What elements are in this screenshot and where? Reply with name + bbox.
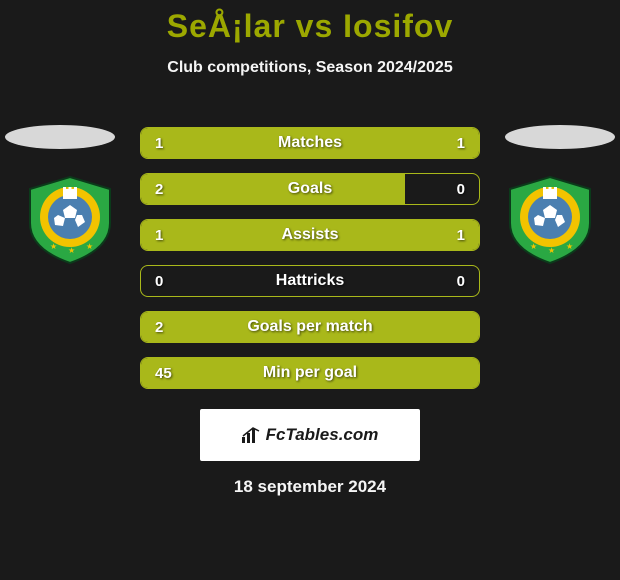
club-badge-left: ★ ★ ★: [20, 175, 120, 265]
chart-icon: [242, 427, 262, 443]
stat-bar-left: [141, 174, 405, 204]
stat-value-left: 2: [141, 319, 177, 336]
stats-block: 1 1 Matches 2 0 Goals 1 1 Assists 0 0 Hattricks 2 Goa…: [140, 127, 480, 389]
svg-text:★: ★: [566, 242, 573, 251]
stat-value-left: 1: [141, 227, 177, 244]
logo-text: FcTables.com: [266, 425, 379, 445]
stat-value-left: 45: [141, 365, 186, 382]
svg-text:★: ★: [86, 242, 93, 251]
stat-label: Goals: [288, 180, 332, 198]
stat-row: 2 0 Goals: [140, 173, 480, 205]
date-text: 18 september 2024: [234, 477, 386, 497]
comparison-widget: SeÅ¡lar vs Iosifov Club competitions, Se…: [0, 0, 620, 580]
stat-label: Min per goal: [263, 364, 357, 382]
svg-text:★: ★: [68, 246, 75, 255]
svg-text:★: ★: [50, 242, 57, 251]
player-shadow-left: [5, 125, 115, 149]
stat-value-left: 1: [141, 135, 177, 152]
stat-row: 45 Min per goal: [140, 357, 480, 389]
stat-label: Assists: [282, 226, 339, 244]
stat-value-right: 0: [443, 181, 479, 198]
stat-label: Matches: [278, 134, 342, 152]
stat-value-right: 1: [443, 227, 479, 244]
club-badge-right: ★ ★ ★: [500, 175, 600, 265]
fctables-logo: FcTables.com: [200, 409, 420, 461]
stat-value-right: 1: [443, 135, 479, 152]
stat-row: 1 1 Matches: [140, 127, 480, 159]
stat-row: 2 Goals per match: [140, 311, 480, 343]
stat-value-left: 2: [141, 181, 177, 198]
subtitle: Club competitions, Season 2024/2025: [167, 59, 452, 77]
title: SeÅ¡lar vs Iosifov: [167, 8, 454, 45]
stat-value-right: 0: [443, 273, 479, 290]
stat-value-left: 0: [141, 273, 177, 290]
svg-text:★: ★: [530, 242, 537, 251]
svg-text:★: ★: [548, 246, 555, 255]
stat-row: 0 0 Hattricks: [140, 265, 480, 297]
stat-label: Goals per match: [247, 318, 372, 336]
player-shadow-right: [505, 125, 615, 149]
stat-label: Hattricks: [276, 272, 344, 290]
stat-row: 1 1 Assists: [140, 219, 480, 251]
